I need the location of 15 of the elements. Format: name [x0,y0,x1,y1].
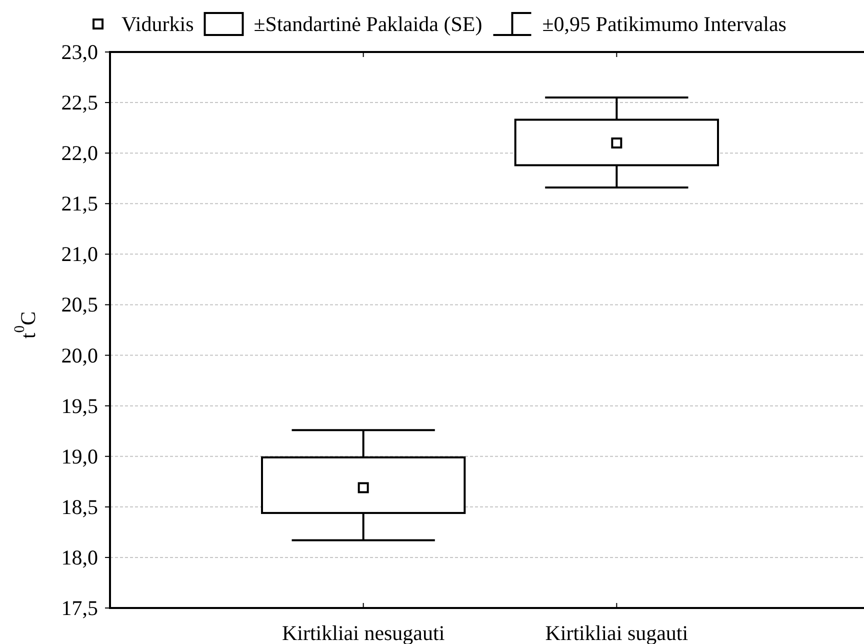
y-tick-label: 21,0 [61,242,98,266]
legend-label: ±Standartinė Paklaida (SE) [254,12,482,36]
y-tick-label: 19,0 [61,444,98,468]
y-tick-label: 19,5 [61,394,98,418]
y-tick-label: 18,5 [61,494,98,519]
y-tick-label: 23,0 [61,40,98,64]
y-tick-label: 22,5 [61,90,98,115]
y-tick-label: 22,0 [61,141,98,166]
y-tick-label: 20,5 [61,292,98,317]
y-tick-label: 17,5 [61,596,98,620]
y-tick-label: 21,5 [61,192,98,216]
legend-label: Vidurkis [122,12,194,36]
y-tick-label: 20,0 [61,343,98,368]
y-tick-label: 18,0 [61,545,98,570]
text: ±0,95 Patikimumo Intervalas [542,12,786,36]
